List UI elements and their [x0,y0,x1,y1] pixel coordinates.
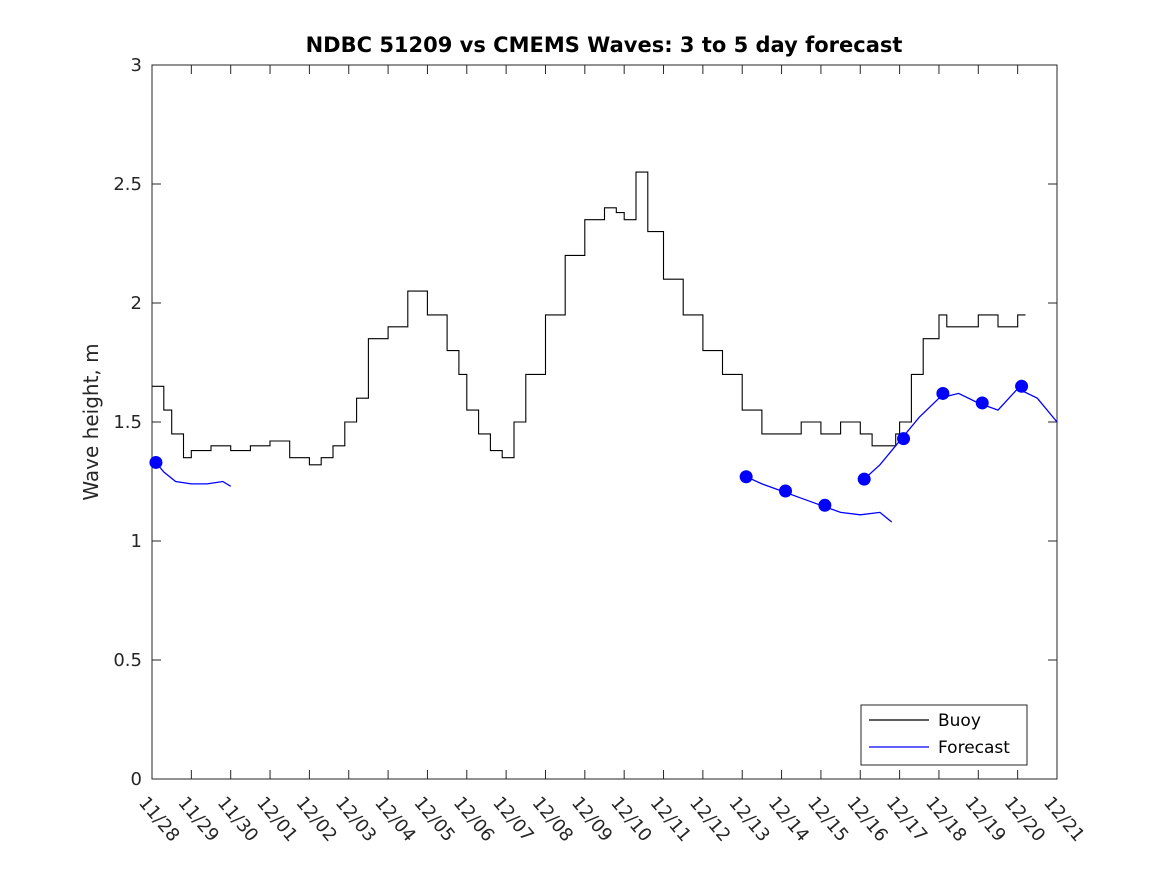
y-tick-label: 1 [131,531,142,552]
data-series [149,171,1058,523]
y-tick-label: 2 [131,293,142,314]
y-tick-label: 0 [131,769,142,790]
buoy-series-line [152,171,1026,466]
y-tick-label: 1.5 [113,412,142,433]
y-tick-label: 3 [131,55,142,76]
forecast-marker [779,484,792,498]
plot-area [151,64,1058,780]
forecast-series-line [155,462,232,487]
y-tick-label: 0.5 [113,650,142,671]
y-tick-label: 2.5 [113,174,142,195]
legend-label-forecast: Forecast [938,738,1010,758]
legend: Buoy Forecast [860,704,1028,766]
forecast-marker [1015,379,1029,393]
forecast-marker [897,432,911,446]
forecast-marker [818,498,832,512]
y-axis-label: Wave height, m [79,343,103,500]
forecast-marker [739,470,753,484]
chart-title: NDBC 51209 vs CMEMS Waves: 3 to 5 day fo… [306,33,903,57]
forecast-marker [936,386,950,400]
legend-label-buoy: Buoy [938,711,981,731]
y-axis-ticks: 0 0.5 1 1.5 2 2.5 3 [113,55,1057,790]
forecast-marker [975,396,989,410]
forecast-marker [149,455,163,469]
forecast-marker [857,472,871,486]
legend-box [860,704,1028,766]
